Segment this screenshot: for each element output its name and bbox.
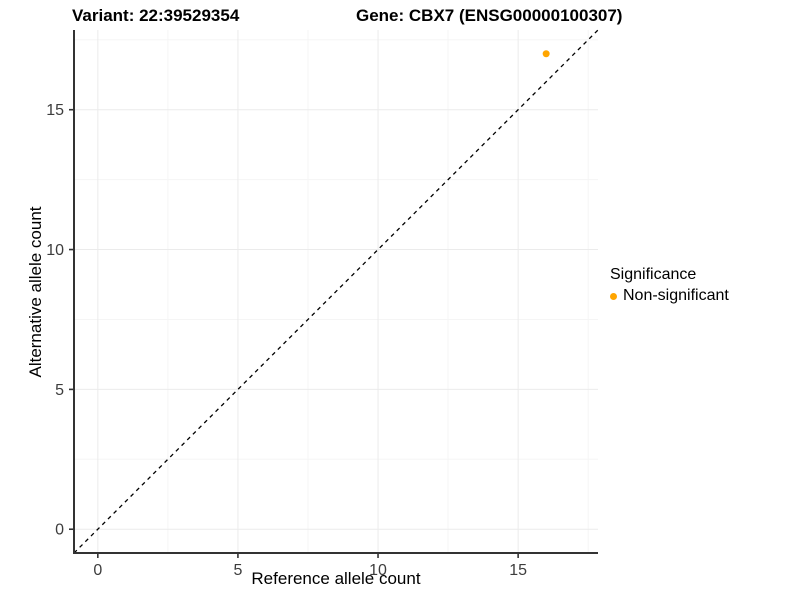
x-tick-label: 0 — [93, 562, 102, 579]
plot-title-gene: Gene: CBX7 (ENSG00000100307) — [356, 6, 623, 25]
identity-dashed-line — [73, 29, 599, 554]
legend-point-icon — [610, 292, 617, 300]
x-tick-label: 5 — [233, 562, 242, 579]
y-tick-label: 5 — [55, 382, 64, 399]
legend-item-label: Non-significant — [623, 287, 729, 304]
data-point — [542, 50, 550, 58]
plot-title-variant: Variant: 22:39529354 — [72, 6, 240, 25]
legend-item: Non-significant — [610, 287, 729, 305]
x-axis-title: Reference allele count — [251, 569, 421, 588]
legend-title: Significance — [610, 266, 697, 283]
y-tick-label: 15 — [46, 102, 64, 119]
legend: Significance Non-significant — [610, 266, 729, 305]
legend-items: Non-significant — [610, 287, 729, 305]
y-tick-label: 10 — [46, 242, 64, 259]
y-tick-label: 0 — [55, 522, 64, 539]
x-tick-label: 15 — [509, 562, 527, 579]
x-tick-label: 10 — [369, 562, 387, 579]
